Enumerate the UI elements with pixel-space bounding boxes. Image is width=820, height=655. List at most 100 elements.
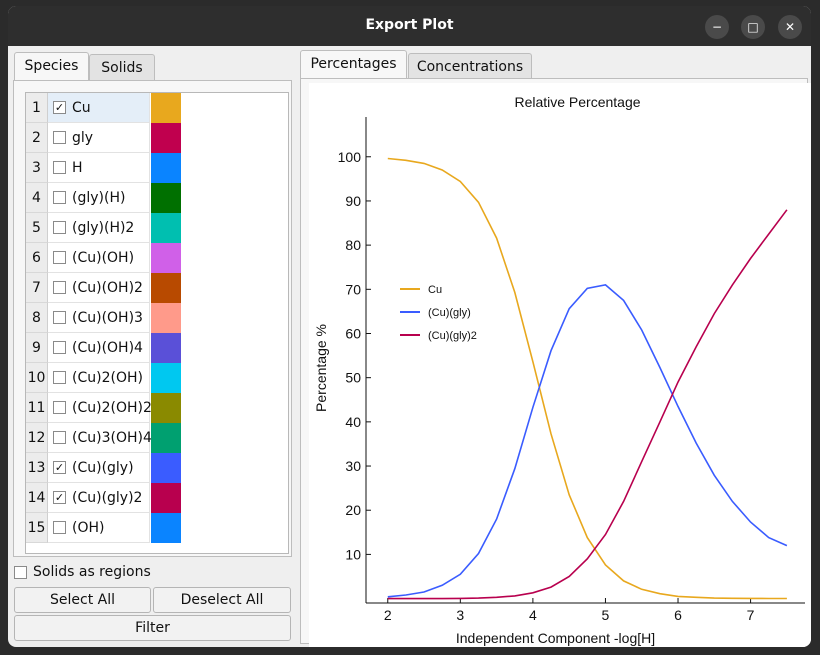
species-row[interactable]: 1 ✓ Cu bbox=[26, 93, 288, 123]
row-number: 13 bbox=[26, 453, 48, 483]
species-row[interactable]: 9 (Cu)(OH)4 bbox=[26, 333, 288, 363]
window-title: Export Plot bbox=[365, 17, 454, 33]
species-row[interactable]: 6 (Cu)(OH) bbox=[26, 243, 288, 273]
species-checkbox[interactable] bbox=[53, 521, 66, 534]
y-tick-label: 30 bbox=[345, 458, 361, 474]
y-tick-label: 80 bbox=[345, 237, 361, 253]
species-name: (Cu)(OH)2 bbox=[72, 280, 143, 296]
species-checkbox[interactable] bbox=[53, 431, 66, 444]
x-tick-label: 2 bbox=[384, 607, 392, 623]
filter-button[interactable]: Filter bbox=[14, 615, 291, 641]
species-checkbox[interactable] bbox=[53, 341, 66, 354]
species-row[interactable]: 5 (gly)(H)2 bbox=[26, 213, 288, 243]
species-row[interactable]: 13 ✓ (Cu)(gly) bbox=[26, 453, 288, 483]
species-row[interactable]: 12 (Cu)3(OH)4 bbox=[26, 423, 288, 453]
species-color-swatch[interactable] bbox=[151, 363, 181, 393]
species-checkbox[interactable] bbox=[53, 131, 66, 144]
species-name-cell[interactable]: (Cu)(OH)3 bbox=[48, 303, 150, 333]
series-line-2 bbox=[387, 209, 788, 600]
tab-percentages[interactable]: Percentages bbox=[300, 50, 407, 79]
species-name: (Cu)(OH)3 bbox=[72, 310, 143, 326]
species-name-cell[interactable]: ✓ (Cu)(gly)2 bbox=[48, 483, 150, 513]
species-name-cell[interactable]: gly bbox=[48, 123, 150, 153]
minimize-button[interactable]: − bbox=[705, 15, 729, 39]
species-row[interactable]: 2 gly bbox=[26, 123, 288, 153]
species-color-swatch[interactable] bbox=[151, 513, 181, 543]
maximize-button[interactable]: □ bbox=[741, 15, 765, 39]
species-row[interactable]: 15 (OH) bbox=[26, 513, 288, 543]
species-checkbox[interactable]: ✓ bbox=[53, 461, 66, 474]
species-name: gly bbox=[72, 130, 94, 146]
x-tick-label: 7 bbox=[747, 607, 755, 623]
species-name-cell[interactable]: ✓ (Cu)(gly) bbox=[48, 453, 150, 483]
species-checkbox[interactable] bbox=[53, 371, 66, 384]
species-name: (Cu)2(OH)2 bbox=[72, 400, 152, 416]
species-row[interactable]: 10 (Cu)2(OH) bbox=[26, 363, 288, 393]
species-row[interactable]: 14 ✓ (Cu)(gly)2 bbox=[26, 483, 288, 513]
species-color-swatch[interactable] bbox=[151, 273, 181, 303]
species-name-cell[interactable]: (Cu)2(OH)2 bbox=[48, 393, 152, 423]
legend-label: (Cu)(gly)2 bbox=[428, 330, 477, 342]
x-tick-label: 5 bbox=[602, 607, 610, 623]
species-row[interactable]: 4 (gly)(H) bbox=[26, 183, 288, 213]
x-tick-label: 4 bbox=[529, 607, 537, 623]
species-row[interactable]: 7 (Cu)(OH)2 bbox=[26, 273, 288, 303]
deselect-all-button[interactable]: Deselect All bbox=[153, 587, 291, 613]
solids-as-regions-box[interactable] bbox=[14, 566, 27, 579]
species-name-cell[interactable]: (Cu)(OH) bbox=[48, 243, 150, 273]
species-name: (Cu)(gly)2 bbox=[72, 490, 143, 506]
species-name: (OH) bbox=[72, 520, 105, 536]
tab-concentrations[interactable]: Concentrations bbox=[408, 53, 532, 80]
species-name-cell[interactable]: (Cu)2(OH) bbox=[48, 363, 150, 393]
x-tick-label: 6 bbox=[674, 607, 682, 623]
species-color-swatch[interactable] bbox=[151, 213, 181, 243]
y-tick-label: 10 bbox=[345, 546, 361, 562]
y-tick-label: 70 bbox=[345, 281, 361, 297]
species-color-swatch[interactable] bbox=[151, 333, 181, 363]
species-color-swatch[interactable] bbox=[151, 153, 181, 183]
species-color-swatch[interactable] bbox=[151, 243, 181, 273]
species-color-swatch[interactable] bbox=[151, 483, 181, 513]
species-checkbox[interactable]: ✓ bbox=[53, 491, 66, 504]
species-color-swatch[interactable] bbox=[151, 393, 181, 423]
species-row[interactable]: 11 (Cu)2(OH)2 bbox=[26, 393, 288, 423]
species-color-swatch[interactable] bbox=[151, 423, 181, 453]
row-number: 3 bbox=[26, 153, 48, 183]
species-color-swatch[interactable] bbox=[151, 453, 181, 483]
species-checkbox[interactable] bbox=[53, 281, 66, 294]
species-name-cell[interactable]: (gly)(H) bbox=[48, 183, 150, 213]
tab-species[interactable]: Species bbox=[14, 52, 89, 81]
species-color-swatch[interactable] bbox=[151, 93, 181, 123]
species-checkbox[interactable] bbox=[53, 161, 66, 174]
species-row[interactable]: 8 (Cu)(OH)3 bbox=[26, 303, 288, 333]
species-name-cell[interactable]: (Cu)(OH)2 bbox=[48, 273, 150, 303]
species-name-cell[interactable]: ✓ Cu bbox=[48, 93, 150, 123]
species-checkbox[interactable] bbox=[53, 251, 66, 264]
species-checkbox[interactable] bbox=[53, 401, 66, 414]
legend-label: Cu bbox=[428, 284, 442, 296]
species-checkbox[interactable] bbox=[53, 221, 66, 234]
species-name-cell[interactable]: (Cu)3(OH)4 bbox=[48, 423, 152, 453]
close-button[interactable]: ✕ bbox=[778, 15, 802, 39]
species-checkbox[interactable] bbox=[53, 191, 66, 204]
y-tick-label: 20 bbox=[345, 502, 361, 518]
species-color-swatch[interactable] bbox=[151, 303, 181, 333]
species-name-cell[interactable]: H bbox=[48, 153, 150, 183]
species-name-cell[interactable]: (Cu)(OH)4 bbox=[48, 333, 150, 363]
tab-solids[interactable]: Solids bbox=[89, 54, 155, 81]
species-color-swatch[interactable] bbox=[151, 123, 181, 153]
row-number: 12 bbox=[26, 423, 48, 453]
species-name: Cu bbox=[72, 100, 91, 116]
series-line-0 bbox=[387, 157, 787, 600]
species-name-cell[interactable]: (gly)(H)2 bbox=[48, 213, 150, 243]
species-checkbox[interactable] bbox=[53, 311, 66, 324]
species-name: (Cu)(gly) bbox=[72, 460, 134, 476]
species-color-swatch[interactable] bbox=[151, 183, 181, 213]
select-all-button[interactable]: Select All bbox=[14, 587, 151, 613]
species-name-cell[interactable]: (OH) bbox=[48, 513, 150, 543]
species-name: (Cu)3(OH)4 bbox=[72, 430, 152, 446]
row-number: 5 bbox=[26, 213, 48, 243]
species-checkbox[interactable]: ✓ bbox=[53, 101, 66, 114]
row-number: 6 bbox=[26, 243, 48, 273]
